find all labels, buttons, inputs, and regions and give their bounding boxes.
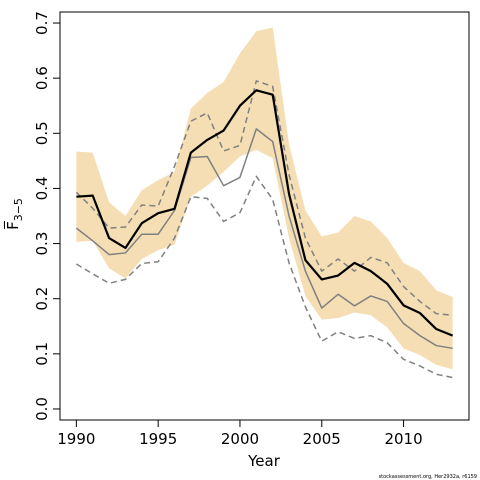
source-footnote: stockassessment.org, Her2932a, r6159 — [379, 474, 477, 480]
y-tick-label: 0.2 — [33, 287, 51, 311]
confidence-band-layer — [76, 27, 453, 370]
x-tick-label: 2000 — [221, 430, 259, 448]
y-tick-label: 0.4 — [33, 177, 51, 201]
series-layer — [75, 80, 454, 379]
x-tick-label: 1990 — [57, 430, 95, 448]
y-tick-label: 0.5 — [33, 121, 51, 145]
estimate-line — [76, 89, 454, 337]
svg-text:F̅3−5: F̅3−5 — [3, 198, 25, 230]
previous-lower-bound-line — [75, 175, 453, 379]
plot-frame — [59, 11, 470, 421]
y-axis-title-subscript: 3−5 — [12, 198, 25, 221]
previous-estimate-line — [75, 128, 453, 350]
y-tick-label: 0.3 — [33, 232, 51, 256]
y-axis-title: F̅3−5 — [3, 198, 25, 230]
confidence-band — [76, 27, 453, 370]
y-tick-label: 0.7 — [33, 11, 51, 35]
x-tick-label: 2010 — [384, 430, 422, 448]
y-tick-label: 0.6 — [33, 66, 51, 90]
x-tick-label: 2005 — [303, 430, 341, 448]
y-axis: 0.0 0.1 0.2 0.3 0.4 0.5 0.6 0.7 — [33, 11, 60, 421]
x-tick-label: 1995 — [139, 430, 177, 448]
x-axis-title: Year — [247, 452, 281, 470]
y-axis-title-main: F̅ — [3, 220, 22, 230]
y-tick-label: 0.1 — [33, 342, 51, 366]
previous-upper-bound-line — [75, 80, 453, 316]
x-axis: 1990 1995 2000 2005 2010 — [57, 420, 423, 448]
y-tick-label: 0.0 — [33, 397, 51, 421]
